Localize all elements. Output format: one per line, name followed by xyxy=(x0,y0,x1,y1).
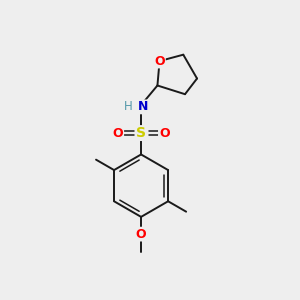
Text: N: N xyxy=(137,100,148,113)
Text: O: O xyxy=(112,127,123,140)
Text: H: H xyxy=(124,100,133,113)
Text: S: S xyxy=(136,126,146,140)
Text: O: O xyxy=(136,228,146,241)
Text: O: O xyxy=(159,127,169,140)
Text: O: O xyxy=(154,55,165,68)
